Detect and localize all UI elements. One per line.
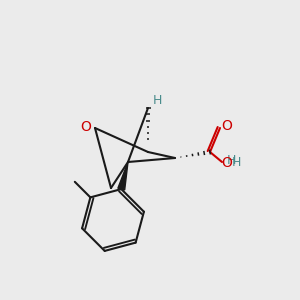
Text: O: O bbox=[222, 156, 232, 170]
Text: H: H bbox=[226, 154, 236, 166]
Text: O: O bbox=[222, 119, 232, 133]
Text: H: H bbox=[231, 157, 241, 169]
Polygon shape bbox=[118, 162, 128, 190]
Text: H: H bbox=[152, 94, 162, 106]
Text: O: O bbox=[81, 120, 92, 134]
